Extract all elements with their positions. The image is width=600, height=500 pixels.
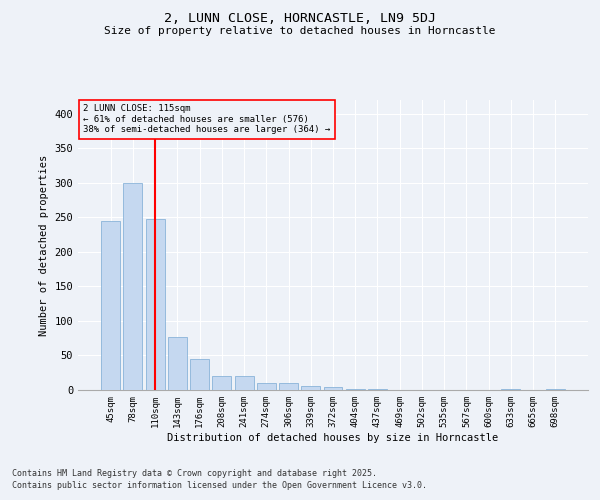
Y-axis label: Number of detached properties: Number of detached properties	[39, 154, 49, 336]
X-axis label: Distribution of detached houses by size in Horncastle: Distribution of detached houses by size …	[167, 432, 499, 442]
Bar	[301, 386, 320, 390]
Bar	[212, 376, 231, 390]
Text: Contains HM Land Registry data © Crown copyright and database right 2025.: Contains HM Land Registry data © Crown c…	[12, 469, 377, 478]
Bar	[235, 376, 254, 390]
Bar	[257, 383, 276, 390]
Bar	[101, 221, 120, 390]
Bar	[146, 220, 164, 390]
Text: 2, LUNN CLOSE, HORNCASTLE, LN9 5DJ: 2, LUNN CLOSE, HORNCASTLE, LN9 5DJ	[164, 12, 436, 26]
Text: Contains public sector information licensed under the Open Government Licence v3: Contains public sector information licen…	[12, 480, 427, 490]
Bar	[124, 183, 142, 390]
Text: 2 LUNN CLOSE: 115sqm
← 61% of detached houses are smaller (576)
38% of semi-deta: 2 LUNN CLOSE: 115sqm ← 61% of detached h…	[83, 104, 331, 134]
Bar	[279, 383, 298, 390]
Bar	[190, 359, 209, 390]
Bar	[323, 386, 343, 390]
Text: Size of property relative to detached houses in Horncastle: Size of property relative to detached ho…	[104, 26, 496, 36]
Bar	[168, 337, 187, 390]
